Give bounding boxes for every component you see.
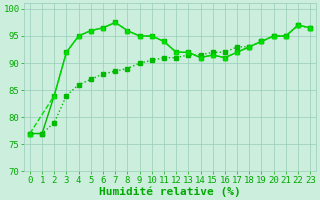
X-axis label: Humidité relative (%): Humidité relative (%) (99, 186, 241, 197)
